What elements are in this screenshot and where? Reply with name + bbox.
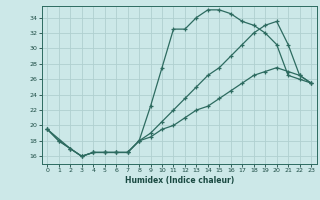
X-axis label: Humidex (Indice chaleur): Humidex (Indice chaleur)	[124, 176, 234, 185]
